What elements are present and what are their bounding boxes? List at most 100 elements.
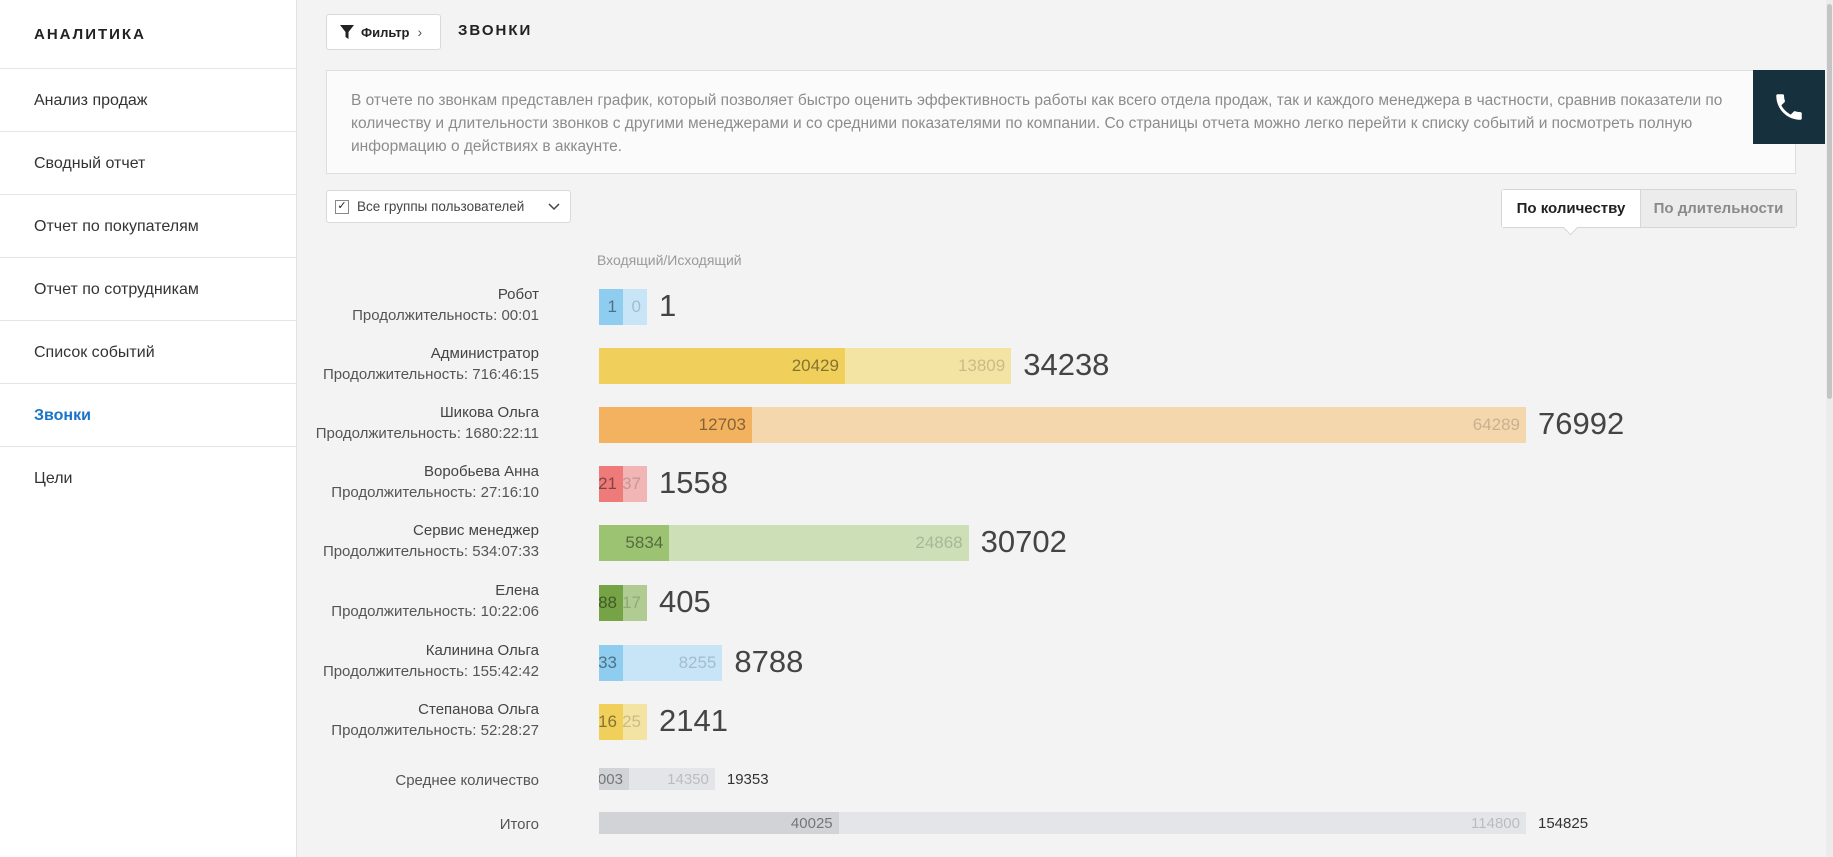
summary-bar: 40025 114800 <box>599 812 1526 834</box>
chevron-down-icon <box>548 203 560 211</box>
incoming-segment[interactable]: 5834 <box>599 525 670 561</box>
stacked-bar[interactable]: 88317 <box>599 585 647 621</box>
employee-name: Елена <box>495 582 539 599</box>
employee-name: Степанова Ольга <box>418 701 539 718</box>
user-groups-checkbox[interactable]: ✓ <box>335 199 349 214</box>
employee-name: Шикова Ольга <box>439 404 539 421</box>
stacked-bar[interactable]: 3161825 <box>599 704 647 740</box>
row-total: 1558 <box>659 465 728 500</box>
call-duration: Продолжительность: 155:42:42 <box>322 663 539 680</box>
sidebar-item-sales-analysis[interactable]: Анализ продаж <box>0 69 296 132</box>
call-duration: Продолжительность: 00:01 <box>352 307 539 324</box>
filter-icon <box>340 25 354 39</box>
summary-outgoing-segment: 14350 <box>628 768 715 790</box>
scrollbar-thumb[interactable] <box>1827 4 1832 399</box>
outgoing-segment[interactable]: 24868 <box>669 525 969 561</box>
count-duration-toggle: По количеству По длительности <box>1501 189 1797 228</box>
row-label: Робот Продолжительность: 00:01 <box>352 284 539 326</box>
row-label: Елена Продолжительность: 10:22:06 <box>331 580 539 622</box>
row-label: Сервис менеджер Продолжительность: 534:07… <box>323 520 539 562</box>
outgoing-segment[interactable]: 317 <box>623 585 647 621</box>
row-total: 405 <box>659 584 711 619</box>
incoming-segment[interactable]: 20429 <box>599 348 845 384</box>
chart-row[interactable]: Сервис менеджер Продолжительность: 534:07… <box>0 520 1800 570</box>
stacked-bar[interactable]: 5834 24868 <box>599 525 969 561</box>
row-label: Степанова Ольга Продолжительность: 52:28:… <box>331 699 539 741</box>
chart-row[interactable]: Степанова Ольга Продолжительность: 52:28:… <box>0 699 1800 749</box>
incoming-segment[interactable]: 88 <box>599 585 623 621</box>
incoming-segment[interactable]: 121 <box>599 466 623 502</box>
incoming-segment[interactable]: 533 <box>599 645 623 681</box>
sidebar-item-employees-report[interactable]: Отчет по сотрудникам <box>0 258 296 321</box>
employee-name: Воробьева Анна <box>423 463 539 480</box>
summary-incoming-segment: 40025 <box>599 812 839 834</box>
user-groups-select[interactable]: ✓ Все группы пользователей <box>326 190 571 223</box>
chart-series-header: Входящий/Исходящий <box>597 252 742 268</box>
outgoing-segment[interactable]: 1825 <box>623 704 647 740</box>
summary-total: 154825 <box>1538 815 1589 832</box>
incoming-segment[interactable]: 1 <box>599 289 623 325</box>
sidebar-item-customers-report[interactable]: Отчет по покупателям <box>0 195 296 258</box>
chart-row[interactable]: Робот Продолжительность: 00:01 1 0 1 <box>0 284 1800 334</box>
call-duration: Продолжительность: 27:16:10 <box>331 484 539 501</box>
sidebar-item-calls[interactable]: Звонки <box>0 384 296 447</box>
stacked-bar[interactable]: 20429 13809 <box>599 348 1012 384</box>
outgoing-segment[interactable]: 8255 <box>623 645 723 681</box>
incoming-segment[interactable]: 316 <box>599 704 623 740</box>
summary-row: Среднее количество 500314350 19353 <box>0 762 1800 812</box>
call-duration: Продолжительность: 1680:22:11 <box>315 425 539 442</box>
filter-button[interactable]: Фильтр › <box>326 14 441 50</box>
chart-row[interactable]: Шикова Ольга Продолжительность: 1680:22:1… <box>0 402 1800 452</box>
employee-name: Робот <box>497 286 539 303</box>
sidebar-item-events-list[interactable]: Список событий <box>0 321 296 384</box>
chevron-right-icon: › <box>417 24 423 40</box>
summary-label: Итого <box>499 816 539 833</box>
row-label: Шикова Ольга Продолжительность: 1680:22:1… <box>316 402 539 444</box>
row-total: 34238 <box>1023 347 1110 382</box>
stacked-bar[interactable]: 5338255 <box>599 645 723 681</box>
sidebar-item-goals[interactable]: Цели <box>34 470 73 487</box>
summary-row: Итого 40025 114800 154825 <box>0 806 1800 856</box>
row-total: 30702 <box>980 524 1067 559</box>
call-duration: Продолжительность: 52:28:27 <box>331 722 539 739</box>
by-duration-button[interactable]: По длительности <box>1640 190 1796 227</box>
scrollbar-track[interactable] <box>1826 0 1833 857</box>
incoming-segment[interactable]: 12703 <box>599 407 752 443</box>
phone-icon <box>1776 94 1802 120</box>
chart-row[interactable]: Елена Продолжительность: 10:22:06 88317 405 <box>0 580 1800 630</box>
chart-row[interactable]: Администратор Продолжительность: 716:46:1… <box>0 343 1800 393</box>
page-title: ЗВОНКИ <box>458 22 533 39</box>
row-label: Воробьева Анна Продолжительность: 27:16:1… <box>331 461 539 503</box>
call-duration: Продолжительность: 10:22:06 <box>331 603 539 620</box>
phone-widget-button[interactable] <box>1753 70 1825 144</box>
stacked-bar[interactable]: 12703 64289 <box>599 407 1526 443</box>
row-total: 76992 <box>1538 406 1625 441</box>
user-groups-label: Все группы пользователей <box>357 199 525 214</box>
summary-bar: 500314350 <box>599 768 715 790</box>
summary-total: 19353 <box>726 771 769 788</box>
summary-outgoing-segment: 114800 <box>838 812 1526 834</box>
summary-incoming-segment: 5003 <box>599 768 629 790</box>
employee-name: Сервис менеджер <box>413 522 539 539</box>
row-total: 2141 <box>659 703 728 738</box>
row-label: Администратор Продолжительность: 716:46:1… <box>323 343 539 385</box>
outgoing-segment[interactable]: 64289 <box>751 407 1526 443</box>
sidebar-title: АНАЛИТИКА <box>0 0 296 69</box>
sidebar-item-summary-report[interactable]: Сводный отчет <box>0 132 296 195</box>
chart-row[interactable]: Воробьева Анна Продолжительность: 27:16:1… <box>0 461 1800 511</box>
call-duration: Продолжительность: 534:07:33 <box>322 543 539 560</box>
outgoing-segment[interactable]: 0 <box>623 289 647 325</box>
chart-row[interactable]: Калинина Ольга Продолжительность: 155:42:… <box>0 640 1800 690</box>
report-description: В отчете по звонкам представлен график, … <box>326 70 1796 174</box>
row-total: 8788 <box>734 644 804 679</box>
by-count-button[interactable]: По количеству <box>1502 190 1640 227</box>
call-duration: Продолжительность: 716:46:15 <box>322 366 539 383</box>
sidebar: АНАЛИТИКА Анализ продаж Сводный отчет От… <box>0 0 297 857</box>
employee-name: Администратор <box>430 345 539 362</box>
outgoing-segment[interactable]: 13809 <box>844 348 1012 384</box>
employee-name: Калинина Ольга <box>425 642 539 659</box>
stacked-bar[interactable]: 1211437 <box>599 466 647 502</box>
row-total: 1 <box>659 288 677 323</box>
outgoing-segment[interactable]: 1437 <box>623 466 647 502</box>
